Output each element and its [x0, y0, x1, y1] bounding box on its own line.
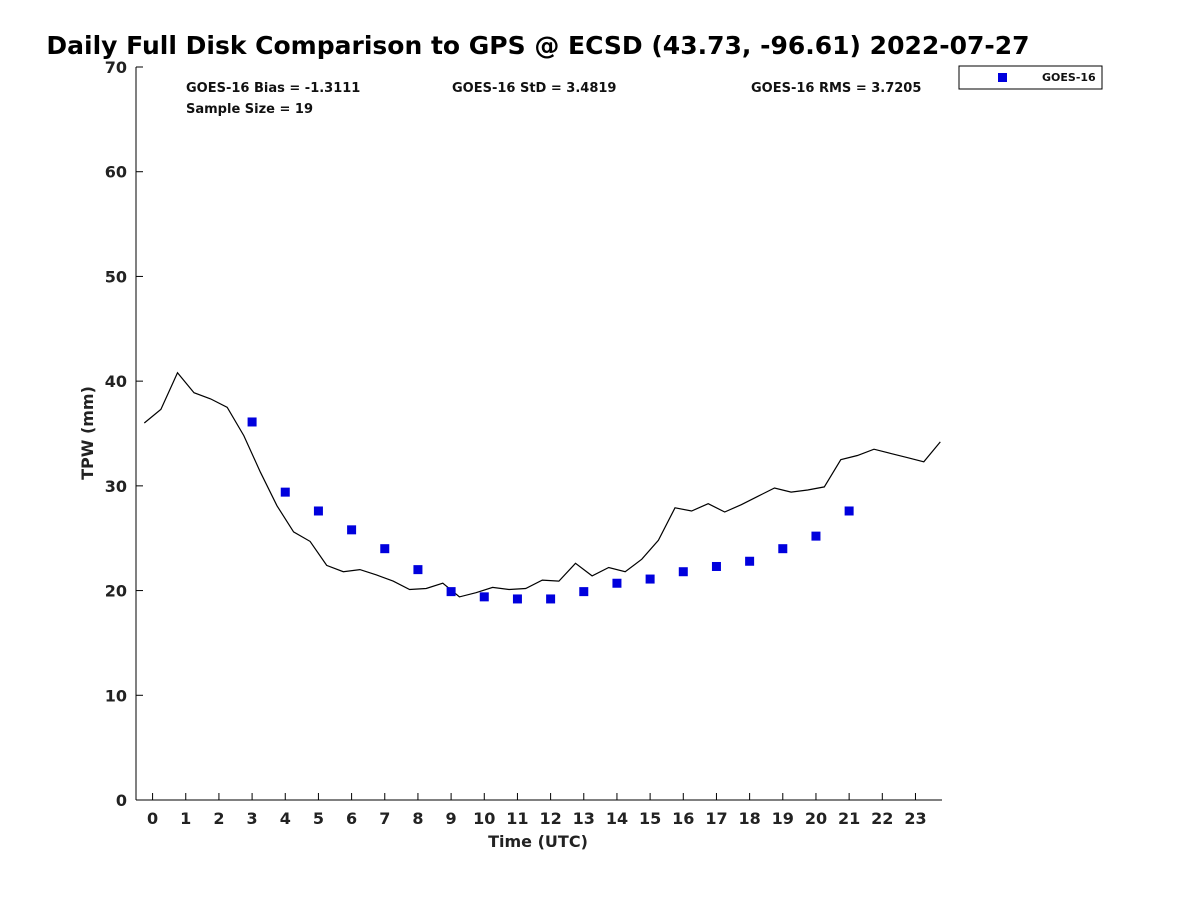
x-tick-label: 21 — [838, 809, 860, 828]
goes16-point — [612, 578, 622, 588]
x-tick-label: 23 — [904, 809, 926, 828]
goes16-point — [413, 565, 423, 575]
x-tick-label: 22 — [871, 809, 893, 828]
x-tick-label: 4 — [280, 809, 291, 828]
goes16-point — [678, 567, 688, 577]
x-tick-label: 11 — [506, 809, 528, 828]
legend: GOES-16 — [958, 65, 1103, 90]
series-layer — [143, 371, 941, 604]
legend-box — [958, 65, 1103, 90]
goes16-point — [479, 592, 489, 602]
y-tick-label: 60 — [105, 163, 127, 182]
y-axis-label: TPW (mm) — [78, 386, 97, 480]
x-tick-label: 9 — [446, 809, 457, 828]
x-tick-label: 5 — [313, 809, 324, 828]
y-ticks: 0 10 20 30 40 50 60 70 — [105, 58, 143, 810]
gps-series-line — [143, 371, 941, 598]
x-tick-label: 17 — [705, 809, 727, 828]
x-tick-label: 10 — [473, 809, 495, 828]
bias-annotation: GOES-16 Bias = -1.3111 — [186, 81, 360, 96]
goes16-point — [811, 531, 821, 541]
goes16-point — [844, 506, 854, 516]
x-tick-label: 2 — [213, 809, 224, 828]
x-tick-label: 0 — [147, 809, 158, 828]
y-tick-label: 0 — [116, 791, 127, 810]
x-axis-label: Time (UTC) — [488, 832, 588, 851]
goes16-point — [512, 594, 522, 604]
x-tick-label: 6 — [346, 809, 357, 828]
goes16-point — [313, 506, 323, 516]
goes16-point — [711, 561, 721, 571]
goes16-point — [579, 587, 589, 597]
x-tick-label: 13 — [573, 809, 595, 828]
y-tick-label: 10 — [105, 686, 127, 705]
goes16-point — [446, 587, 456, 597]
x-tick-label: 18 — [738, 809, 760, 828]
legend-label-goes16: GOES-16 — [1042, 71, 1096, 84]
x-tick-label: 16 — [672, 809, 694, 828]
goes16-point — [380, 544, 390, 554]
x-tick-label: 3 — [247, 809, 258, 828]
goes16-point — [778, 544, 788, 554]
goes16-point — [745, 556, 755, 566]
goes16-point — [645, 574, 655, 584]
x-tick-label: 15 — [639, 809, 661, 828]
goes16-point — [247, 417, 257, 427]
goes16-point — [546, 594, 556, 604]
x-ticks: 0 1 2 3 4 5 6 7 8 9 10 11 12 13 14 15 16 17 18 19 20 21 22 23 — [147, 793, 927, 828]
y-tick-label: 40 — [105, 372, 127, 391]
x-tick-label: 1 — [180, 809, 191, 828]
sample-size-annotation: Sample Size = 19 — [186, 102, 313, 117]
chart-title: Daily Full Disk Comparison to GPS @ ECSD… — [46, 31, 1029, 60]
x-tick-label: 12 — [539, 809, 561, 828]
legend-marker-goes16 — [998, 73, 1007, 82]
y-tick-label: 50 — [105, 267, 127, 286]
x-tick-label: 7 — [379, 809, 390, 828]
y-tick-label: 20 — [105, 582, 127, 601]
goes16-point — [280, 487, 290, 497]
x-tick-label: 19 — [772, 809, 794, 828]
y-tick-label: 30 — [105, 477, 127, 496]
goes16-point — [347, 525, 357, 535]
x-tick-label: 20 — [805, 809, 827, 828]
x-tick-label: 14 — [606, 809, 628, 828]
rms-annotation: GOES-16 RMS = 3.7205 — [751, 81, 921, 96]
std-annotation: GOES-16 StD = 3.4819 — [452, 81, 616, 96]
x-tick-label: 8 — [412, 809, 423, 828]
y-tick-label: 70 — [105, 58, 127, 77]
